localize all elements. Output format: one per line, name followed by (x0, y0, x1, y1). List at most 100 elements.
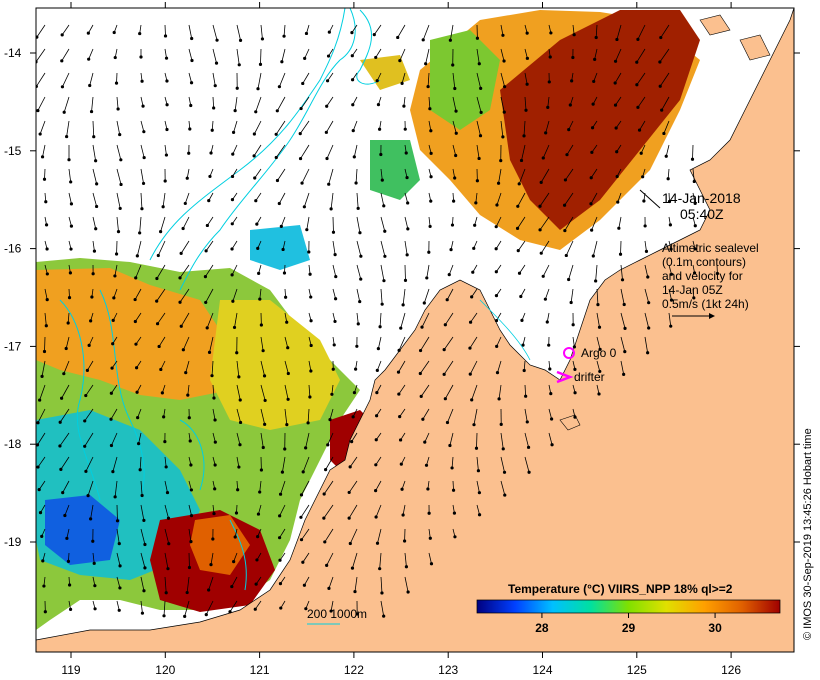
velocity-arrow-head (118, 564, 122, 568)
velocity-arrow-head (359, 277, 363, 281)
velocity-arrow-head (401, 303, 405, 307)
velocity-arrow (60, 456, 70, 470)
velocity-arrow (188, 528, 192, 542)
velocity-arrow-head (573, 391, 577, 395)
velocity-arrow (620, 288, 625, 305)
velocity-arrow-head (259, 468, 264, 472)
velocity-arrow (65, 336, 70, 349)
velocity-arrow-head (189, 81, 194, 85)
velocity-arrow (38, 480, 46, 490)
velocity-arrow-head (474, 446, 479, 450)
velocity-arrow-head (635, 83, 639, 87)
velocity-arrow (280, 216, 286, 227)
contour-line (59, 299, 101, 501)
velocity-arrow-head (383, 254, 387, 258)
velocity-arrow-head (503, 85, 507, 89)
velocity-arrow (380, 600, 385, 617)
velocity-arrow (36, 24, 46, 38)
velocity-arrow-head (280, 470, 285, 474)
velocity-arrow (422, 408, 430, 420)
velocity-arrow (644, 264, 649, 278)
velocity-arrow-head (425, 276, 429, 280)
velocity-arrow (375, 504, 382, 518)
velocity-arrow-head (141, 104, 145, 108)
velocity-arrow (618, 216, 622, 229)
velocity-arrow-head (189, 463, 193, 467)
altimetry-annotation: Altimetric sealevel (0.1m contours) and … (662, 241, 759, 319)
velocity-arrow (425, 48, 430, 64)
velocity-arrow-head (564, 253, 568, 258)
velocity-arrow-head (399, 462, 403, 466)
y-tick-label: -15 (4, 144, 22, 158)
velocity-arrow-head (477, 156, 481, 161)
velocity-arrow (234, 96, 238, 111)
velocity-arrow (596, 336, 601, 350)
velocity-arrow (496, 336, 502, 347)
velocity-arrow-head (309, 369, 313, 373)
velocity-arrow-head (404, 151, 408, 155)
velocity-arrow (185, 360, 190, 373)
velocity-arrow-head (403, 127, 407, 131)
velocity-arrow (444, 312, 454, 325)
velocity-arrow (548, 432, 553, 445)
velocity-arrow (39, 120, 46, 135)
velocity-arrow-head (302, 205, 306, 209)
velocity-arrow-head (207, 350, 212, 354)
velocity-arrow-head (92, 561, 96, 565)
velocity-arrow-head (353, 589, 357, 594)
velocity-arrow-head (213, 418, 217, 422)
sst-patch-mid-cyan (250, 225, 310, 270)
velocity-arrow (620, 360, 625, 375)
velocity-arrow-head (138, 231, 142, 235)
velocity-arrow-head (471, 270, 475, 274)
contour-line (229, 519, 247, 591)
velocity-arrow (63, 360, 70, 374)
velocity-arrow-head (428, 536, 432, 540)
velocity-arrow-head (450, 466, 454, 470)
velocity-arrow-head (112, 296, 116, 300)
x-tick-label: 123 (438, 663, 458, 677)
velocity-arrow-head (378, 325, 382, 329)
velocity-arrow-head (133, 297, 137, 302)
velocity-arrow (356, 240, 362, 257)
velocity-arrow-head (230, 174, 235, 179)
velocity-arrow-head (524, 394, 528, 398)
velocity-arrow-head (159, 230, 163, 234)
velocity-arrow (205, 288, 214, 303)
velocity-arrow (164, 576, 167, 593)
velocity-arrow-head (591, 102, 595, 106)
velocity-arrow (36, 48, 46, 63)
velocity-arrow (428, 96, 431, 109)
velocity-arrow-head (256, 534, 260, 539)
velocity-arrow (401, 72, 406, 84)
velocity-arrow (590, 168, 598, 178)
velocity-arrow-head (94, 159, 98, 163)
velocity-arrow-head (427, 511, 431, 515)
velocity-arrow-head (93, 607, 97, 611)
velocity-arrow (500, 480, 506, 496)
velocity-arrow-head (304, 31, 309, 36)
velocity-arrow-head (452, 199, 456, 203)
velocity-arrow-head (189, 540, 193, 544)
velocity-arrow-head (666, 177, 670, 181)
velocity-arrow (564, 216, 574, 231)
velocity-arrow-head (573, 367, 577, 371)
velocity-arrow (476, 96, 482, 113)
velocity-arrow-head (166, 567, 170, 571)
velocity-arrow-head (183, 201, 187, 206)
velocity-arrow-head (277, 201, 281, 206)
velocity-arrow-head (161, 205, 165, 209)
velocity-arrow (68, 192, 72, 204)
velocity-arrow (205, 240, 214, 252)
velocity-arrow-head (230, 198, 235, 202)
velocity-arrow (377, 336, 382, 349)
velocity-arrow-head (187, 151, 191, 155)
velocity-arrow-head (538, 228, 542, 232)
velocity-arrow (37, 96, 46, 111)
velocity-arrow-head (354, 181, 358, 185)
velocity-arrow-head (571, 55, 575, 60)
velocity-arrow-head (544, 131, 548, 135)
velocity-arrow (596, 360, 601, 372)
velocity-arrow-head (117, 542, 121, 546)
velocity-arrow (140, 192, 143, 209)
